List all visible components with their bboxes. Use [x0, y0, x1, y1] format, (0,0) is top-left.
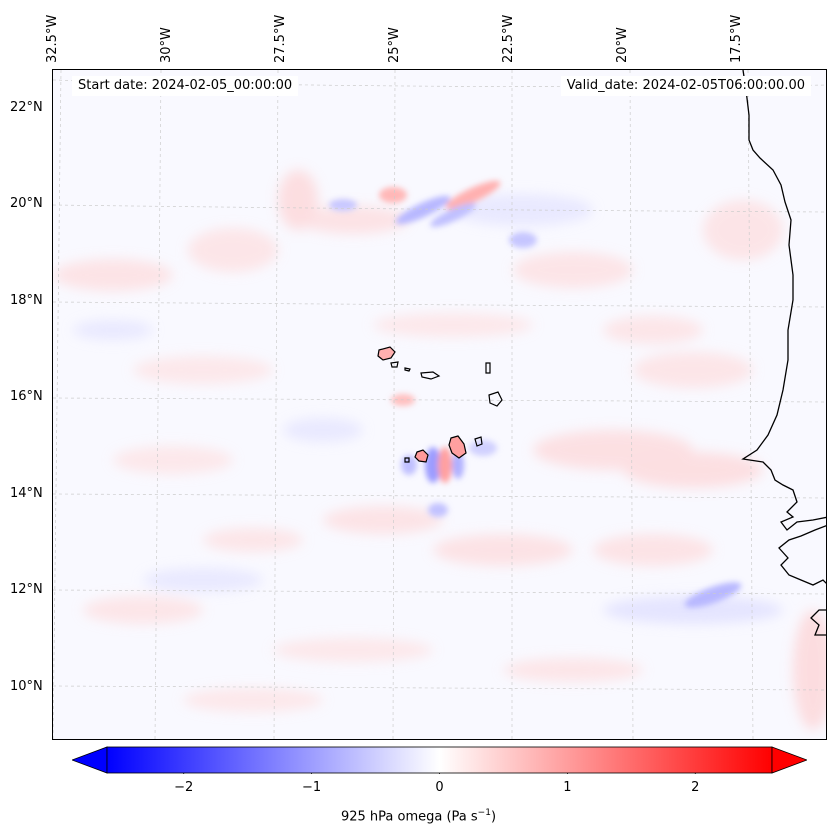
- start-date: Start date: 2024-02-05_00:00:00: [78, 78, 293, 93]
- start-date-box: Start date: 2024-02-05_00:00:00: [72, 76, 299, 96]
- valid-date: Valid_date: 2024-02-05T06:00:00.00: [566, 78, 805, 93]
- colorbar-label: 925 hPa omega (Pa s−1): [0, 808, 837, 824]
- colorbar-tick-label: 1: [563, 780, 572, 795]
- colorbar-tick-label: −2: [174, 780, 194, 795]
- colorbar-label-exponent: −1: [477, 808, 491, 818]
- latitude-label: 16°N: [10, 389, 43, 405]
- latitude-label: 20°N: [10, 196, 43, 212]
- longitude-label: 32.5°W: [45, 14, 60, 63]
- valid-date-box: Valid_date: 2024-02-05T06:00:00.00: [560, 76, 811, 96]
- colorbar-tick-label: 0: [435, 780, 444, 795]
- grid-lines: [53, 70, 826, 739]
- longitude-label: 22.5°W: [500, 14, 516, 63]
- colorbar: [72, 746, 807, 774]
- longitude-label: 25°W: [386, 27, 402, 63]
- colorbar-gradient: [106, 746, 773, 774]
- omega-field-map: [53, 70, 826, 739]
- map-panel: [52, 69, 827, 740]
- colorbar-tick-label: −1: [302, 780, 322, 795]
- colorbar-label-text: 925 hPa omega (Pa s: [340, 809, 478, 825]
- colorbar-extend-high: [771, 746, 807, 774]
- colorbar-tick-label: 2: [691, 780, 700, 795]
- latitude-label: 12°N: [10, 582, 43, 598]
- latitude-label: 18°N: [10, 292, 43, 308]
- longitude-label: 20°W: [614, 27, 630, 63]
- omega-shading: [53, 170, 826, 730]
- islands: [377, 346, 503, 463]
- longitude-label: 30°W: [158, 27, 174, 63]
- latitude-label: 14°N: [10, 485, 43, 501]
- coastline: [741, 70, 826, 636]
- colorbar-label-suffix: ): [490, 809, 497, 825]
- longitude-label: 27.5°W: [272, 14, 288, 63]
- latitude-label: 22°N: [10, 99, 43, 115]
- latitude-label: 10°N: [10, 678, 43, 694]
- longitude-label: 17.5°W: [728, 14, 744, 63]
- colorbar-extend-low: [72, 746, 108, 774]
